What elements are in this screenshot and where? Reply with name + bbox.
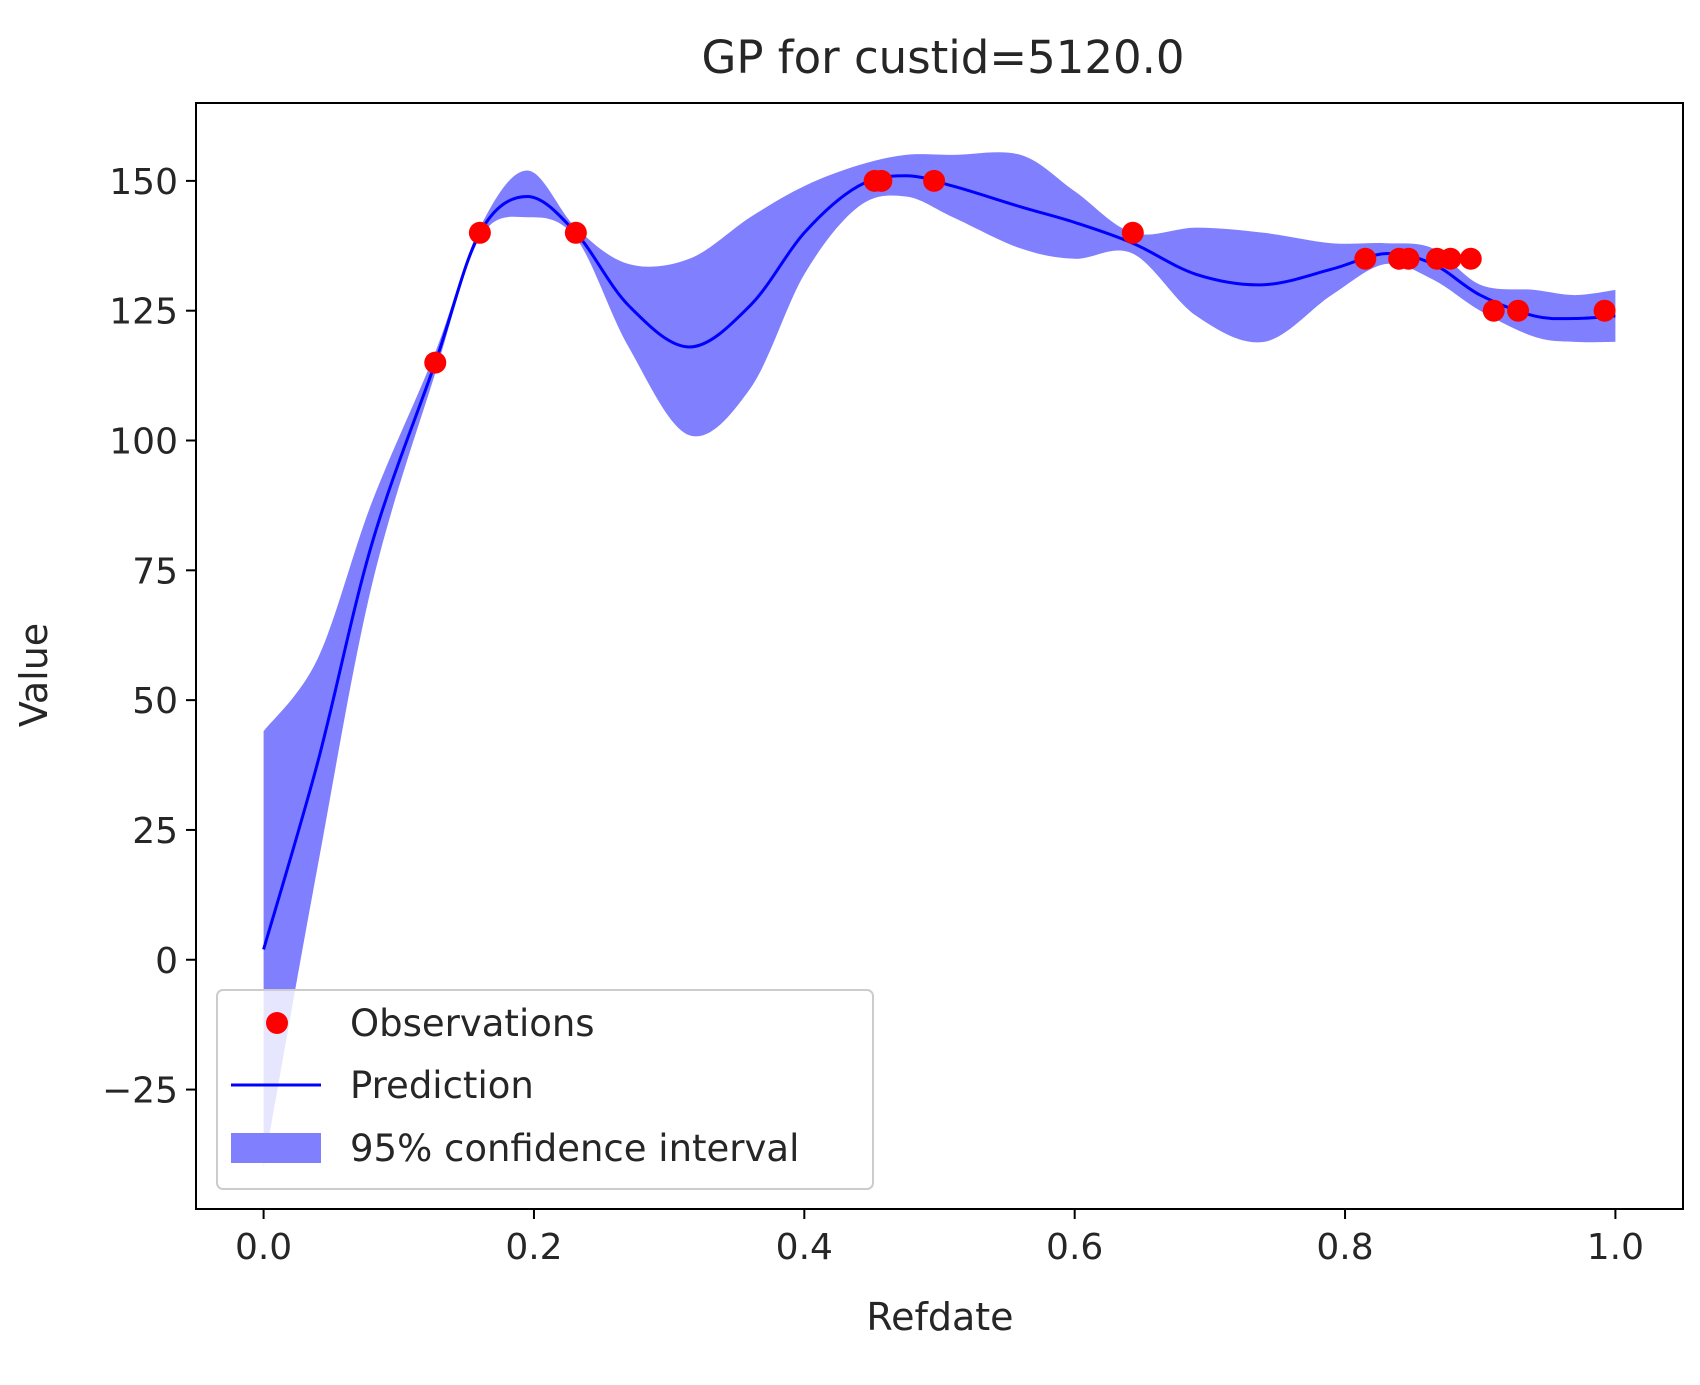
- observation-point: [1507, 299, 1530, 322]
- y-tick-label: 125: [109, 292, 178, 333]
- x-tick-label: 0.4: [776, 1227, 833, 1268]
- x-tick-label: 0.2: [505, 1227, 562, 1268]
- legend-marker-confidence: [231, 1133, 321, 1163]
- axes-frame: [195, 102, 1684, 1210]
- y-tick-label: 150: [109, 162, 178, 203]
- x-tick-label: 0.6: [1046, 1227, 1103, 1268]
- observation-point: [1121, 221, 1144, 244]
- y-tick-label: −25: [102, 1071, 178, 1112]
- observation-point: [1354, 247, 1377, 270]
- observation-point: [1593, 299, 1616, 322]
- legend-label: Observations: [350, 1002, 595, 1045]
- observation-point: [1482, 299, 1505, 322]
- legend-marker-observations: [266, 1012, 288, 1034]
- y-axis-label: Value: [12, 623, 56, 727]
- legend-label: 95% confidence interval: [350, 1127, 799, 1170]
- observation-point: [564, 221, 587, 244]
- x-tick-label: 0.0: [235, 1227, 292, 1268]
- observation-point: [1459, 247, 1482, 270]
- plot-area: [262, 152, 1616, 1168]
- observation-point: [923, 169, 946, 192]
- observation-point: [1397, 247, 1420, 270]
- y-tick-label: 0: [155, 941, 178, 982]
- chart-title: GP for custid=5120.0: [701, 31, 1184, 84]
- legend-label: Prediction: [350, 1064, 534, 1107]
- y-tick-label: 100: [109, 422, 178, 463]
- x-tick-label: 0.8: [1316, 1227, 1373, 1268]
- observation-point: [468, 221, 491, 244]
- x-axis-ticks: 0.0 0.2 0.4 0.6 0.8 1.0: [235, 1209, 1644, 1268]
- observation-point: [1439, 247, 1462, 270]
- y-tick-label: 25: [132, 811, 178, 852]
- observation-point: [424, 351, 447, 374]
- legend: Observations Prediction 95% confidence int…: [216, 989, 874, 1190]
- x-tick-label: 1.0: [1587, 1227, 1644, 1268]
- x-axis-label: Refdate: [866, 1295, 1013, 1339]
- y-tick-label: 75: [132, 551, 178, 592]
- observation-point: [870, 169, 893, 192]
- legend-frame: [216, 989, 874, 1190]
- plot-clip-group: [262, 152, 1616, 1168]
- y-tick-label: 50: [132, 681, 178, 722]
- y-axis-ticks: −25 0 25 50 75 100 125 150: [102, 162, 196, 1112]
